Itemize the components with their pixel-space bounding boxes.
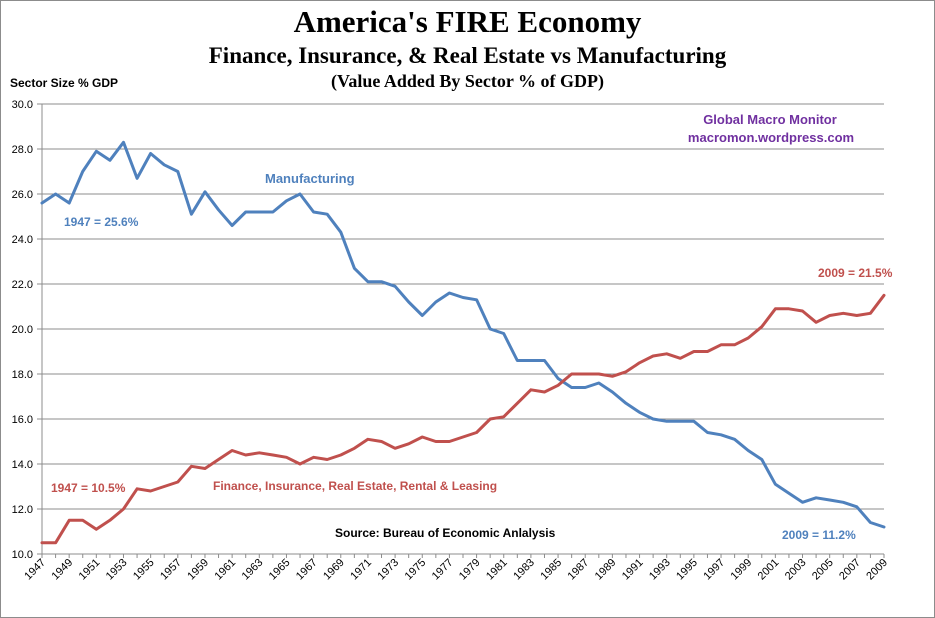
y-tick-label: 12.0 bbox=[12, 504, 33, 516]
x-tick-label: 1989 bbox=[593, 557, 619, 583]
x-tick-label: 1953 bbox=[104, 557, 130, 583]
x-tick-label: 1981 bbox=[484, 557, 510, 583]
y-tick-label: 28.0 bbox=[12, 144, 33, 156]
x-tick-label: 2003 bbox=[783, 557, 809, 583]
y-tick-label: 18.0 bbox=[12, 369, 33, 381]
y-tick-label: 10.0 bbox=[12, 549, 33, 561]
fire-end-annotation: 2009 = 21.5% bbox=[818, 266, 893, 280]
x-tick-label: 1949 bbox=[49, 557, 75, 583]
x-tick-label: 1977 bbox=[430, 557, 456, 583]
x-tick-label: 2007 bbox=[837, 557, 863, 583]
x-tick-label: 1985 bbox=[538, 557, 564, 583]
y-tick-label: 16.0 bbox=[12, 414, 33, 426]
x-tick-label: 1969 bbox=[321, 557, 347, 583]
fire-start-annotation: 1947 = 10.5% bbox=[51, 481, 126, 495]
x-tick-label: 1961 bbox=[212, 557, 238, 583]
x-tick-label: 2005 bbox=[810, 557, 836, 583]
x-tick-label: 1973 bbox=[375, 557, 401, 583]
x-tick-label: 1975 bbox=[403, 557, 429, 583]
y-tick-label: 24.0 bbox=[12, 234, 33, 246]
chart-subtitle: Finance, Insurance, & Real Estate vs Man… bbox=[208, 43, 727, 68]
fire-series-label: Finance, Insurance, Real Estate, Rental … bbox=[213, 479, 497, 493]
x-tick-label: 1979 bbox=[457, 557, 483, 583]
chart-title: America's FIRE Economy bbox=[293, 4, 642, 39]
credit-line-2: macromon.wordpress.com bbox=[688, 130, 854, 145]
source-note: Source: Bureau of Economic Anlalysis bbox=[335, 526, 556, 540]
y-tick-label: 20.0 bbox=[12, 324, 33, 336]
x-tick-label: 1957 bbox=[158, 557, 184, 583]
y-tick-label: 30.0 bbox=[12, 99, 33, 111]
chart-subtitle-2: (Value Added By Sector % of GDP) bbox=[330, 71, 604, 91]
x-tick-label: 1999 bbox=[729, 557, 755, 583]
x-tick-label: 1997 bbox=[701, 557, 727, 583]
fire-series-line bbox=[40, 293, 886, 545]
y-axis-label: Sector Size % GDP bbox=[10, 76, 119, 90]
manufacturing-start-annotation: 1947 = 25.6% bbox=[64, 215, 139, 229]
x-tick-label: 1965 bbox=[267, 557, 293, 583]
y-tick-label: 26.0 bbox=[12, 189, 33, 201]
x-tick-label: 1959 bbox=[185, 557, 211, 583]
y-tick-label: 14.0 bbox=[12, 459, 33, 471]
x-tick-label: 1993 bbox=[647, 557, 673, 583]
x-tick-label: 1951 bbox=[77, 557, 103, 583]
x-tick-label: 1983 bbox=[511, 557, 537, 583]
x-tick-label: 1991 bbox=[620, 557, 646, 583]
x-tick-label: 1995 bbox=[674, 557, 700, 583]
x-tick-label: 2009 bbox=[864, 557, 890, 583]
x-tick-label: 1955 bbox=[131, 557, 157, 583]
x-tick-label: 1963 bbox=[240, 557, 266, 583]
credit-line-1: Global Macro Monitor bbox=[703, 112, 837, 127]
x-tick-label: 2001 bbox=[756, 557, 782, 583]
y-tick-label: 22.0 bbox=[12, 279, 33, 291]
x-tick-label: 1971 bbox=[348, 557, 374, 583]
manufacturing-series-line bbox=[40, 140, 886, 529]
x-tick-label: 1987 bbox=[566, 557, 592, 583]
x-tick-label: 1967 bbox=[294, 557, 320, 583]
manufacturing-end-annotation: 2009 = 11.2% bbox=[782, 528, 856, 542]
manufacturing-series-label: Manufacturing bbox=[265, 171, 355, 186]
